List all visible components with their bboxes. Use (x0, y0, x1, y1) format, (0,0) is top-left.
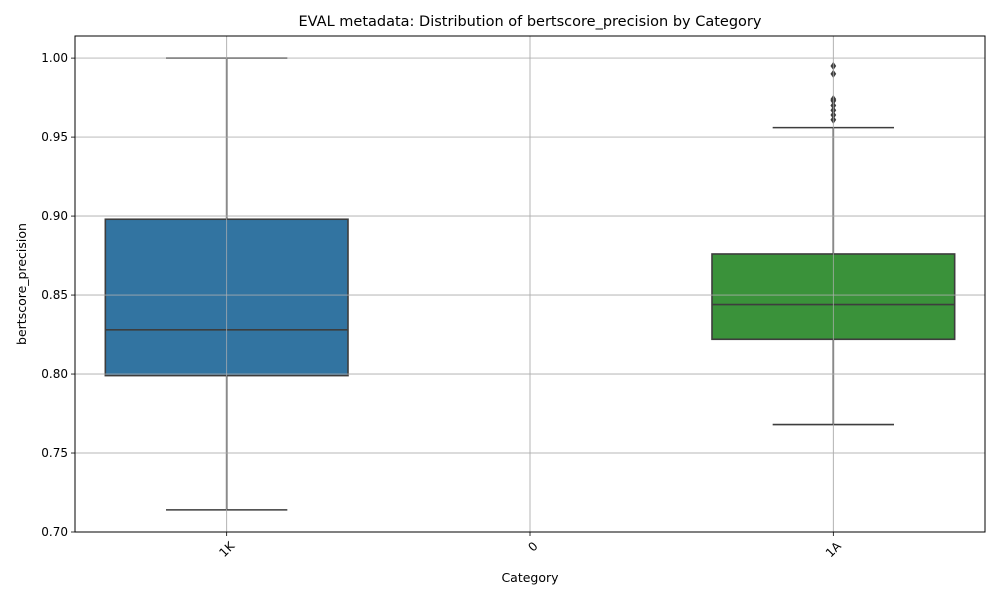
x-axis-ticks: 1K 0 1A (216, 532, 844, 560)
y-tick-label: 0.80 (41, 367, 68, 381)
x-axis-label: Category (501, 570, 559, 585)
y-tick-label: 0.85 (41, 288, 68, 302)
y-tick-label: 0.70 (41, 525, 68, 539)
y-tick-label: 0.90 (41, 209, 68, 223)
y-axis-label: bertscore_precision (14, 223, 29, 345)
y-tick-label: 0.75 (41, 446, 68, 460)
y-axis-ticks: 0.70 0.75 0.80 0.85 0.90 0.95 1.00 (41, 51, 75, 539)
x-tick-label: 1K (216, 538, 238, 560)
x-tick-label: 0 (525, 539, 540, 554)
x-tick-label: 1A (823, 538, 845, 560)
y-tick-label: 0.95 (41, 130, 68, 144)
y-tick-label: 1.00 (41, 51, 68, 65)
boxes (75, 36, 985, 533)
chart-title: EVAL metadata: Distribution of bertscore… (299, 14, 762, 30)
